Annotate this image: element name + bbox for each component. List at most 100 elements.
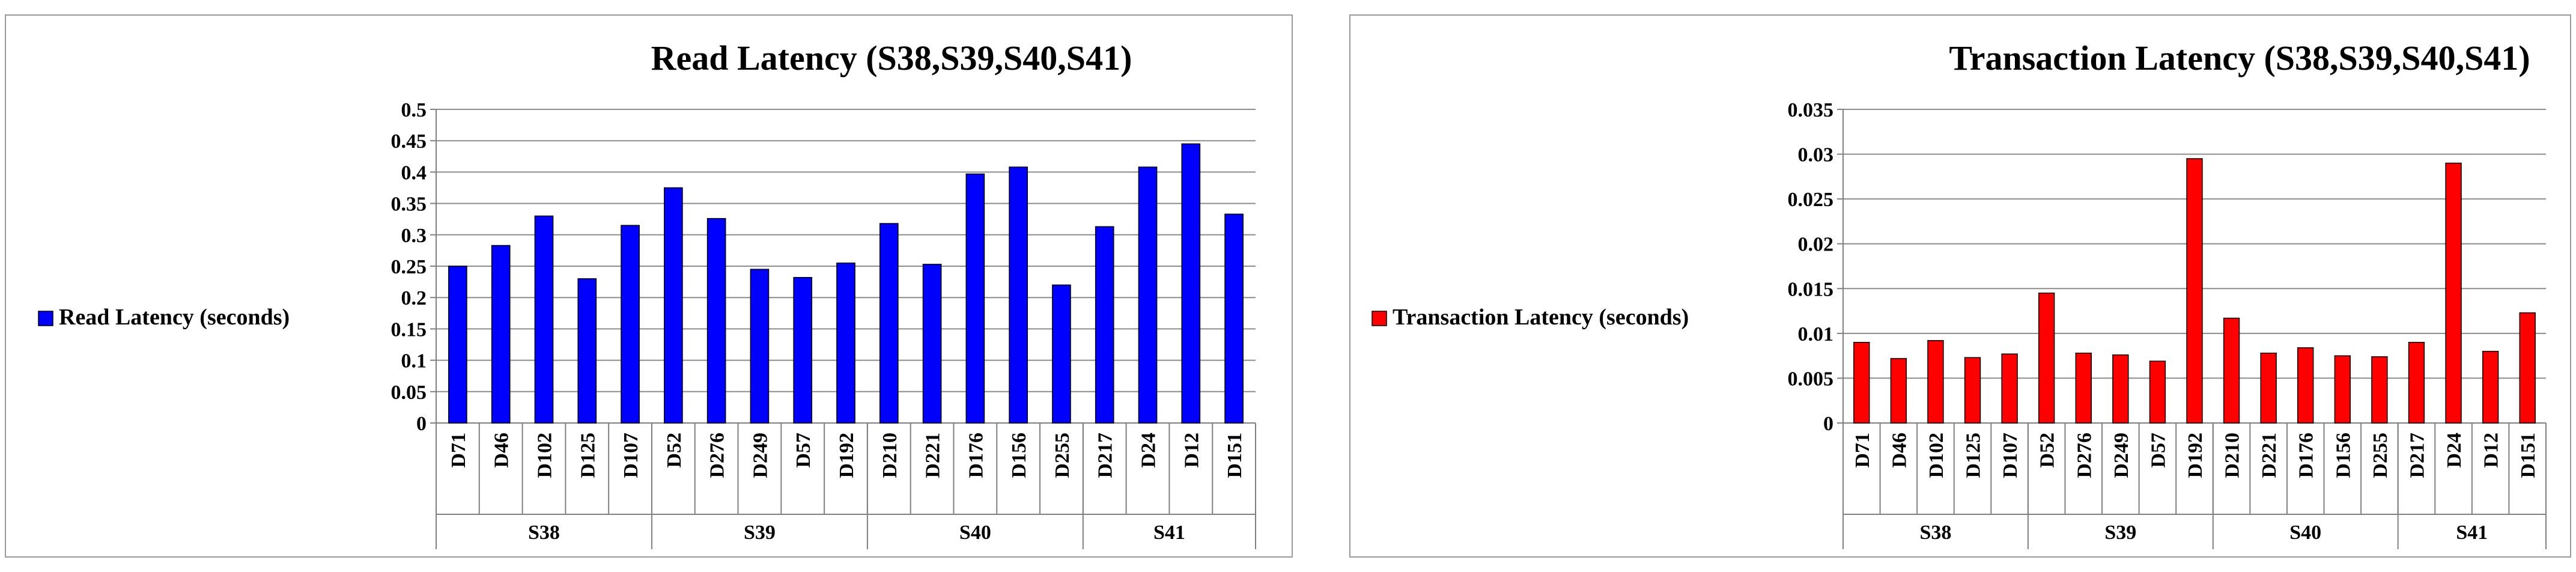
bar-D52 (664, 187, 683, 424)
x-tick-label: D24 (1138, 433, 1160, 468)
y-tick-label: 0.015 (1788, 278, 1834, 300)
bar-D210 (879, 223, 899, 424)
legend-swatch (1372, 311, 1387, 326)
bar-D125 (577, 278, 597, 424)
x-tick-label: D156 (1008, 433, 1030, 478)
group-label: S38 (528, 522, 560, 544)
y-tick-label: 0.15 (391, 318, 427, 341)
bar-D52 (2038, 292, 2055, 424)
chart-title: Transaction Latency (S38,S39,S40,S41) (1949, 38, 2530, 78)
bar-D217 (2408, 342, 2425, 424)
x-tick-label: D24 (2443, 433, 2465, 468)
bar-D57 (793, 277, 813, 424)
y-tick-label: 0.3 (401, 225, 427, 247)
x-tick-label: D46 (491, 433, 513, 468)
bar-D276 (706, 218, 726, 424)
y-tick-label: 0.005 (1788, 368, 1834, 390)
x-tick-label: D52 (2037, 433, 2059, 468)
bar-D156 (1009, 166, 1028, 424)
x-tick-label: D176 (2295, 433, 2318, 478)
x-tick-label: D249 (2110, 433, 2133, 478)
bar-D57 (2149, 361, 2166, 424)
x-tick-label: D192 (836, 433, 858, 478)
group-label: S40 (2289, 522, 2321, 544)
bar-D151 (2519, 312, 2536, 424)
bar-D125 (1964, 357, 1981, 424)
y-tick-label: 0.025 (1788, 189, 1834, 211)
group-label: S41 (2456, 522, 2488, 544)
x-tick-label: D71 (448, 433, 470, 468)
y-tick-label: 0.05 (391, 382, 427, 404)
y-tick-label: 0.035 (1788, 99, 1834, 121)
x-tick-label: D46 (1888, 433, 1910, 468)
x-tick-label: D57 (2147, 433, 2169, 468)
bar-D176 (965, 173, 985, 424)
y-tick-label: 0 (416, 413, 427, 435)
x-tick-label: D107 (620, 433, 642, 478)
group-label: S40 (959, 522, 991, 544)
bar-D255 (1052, 284, 1071, 424)
bar-D46 (491, 245, 511, 424)
x-tick-label: D125 (1963, 433, 1985, 478)
group-label: S38 (1919, 522, 1951, 544)
x-tick-label: D255 (2369, 433, 2392, 478)
transaction-latency-chart-panel: Transaction Latency (S38,S39,S40,S41) 0 0.… (1349, 14, 2571, 558)
bar-D192 (2186, 158, 2203, 424)
bar-D107 (2001, 353, 2018, 424)
y-tick-label: 0.1 (401, 350, 427, 373)
x-tick-label: D276 (706, 433, 729, 478)
bar-D192 (836, 263, 855, 424)
x-tick-label: D192 (2184, 433, 2207, 478)
x-tick-label: D12 (1180, 433, 1203, 468)
y-tick-label: 0.4 (401, 162, 427, 184)
group-label: S39 (2104, 522, 2136, 544)
x-tick-label: D125 (577, 433, 599, 478)
y-tick-label: 0.25 (391, 256, 427, 278)
x-tick-label: D210 (879, 433, 901, 478)
y-tick-label: 0.35 (391, 193, 427, 216)
legend-swatch (38, 311, 53, 326)
x-tick-label: D12 (2480, 433, 2503, 468)
x-tick-label: D151 (2517, 433, 2539, 478)
y-tick-label: 0.01 (1798, 323, 1834, 345)
bar-D151 (1224, 213, 1244, 424)
y-tick-label: 0.2 (401, 287, 427, 309)
bar-D249 (750, 269, 770, 424)
x-tick-label: D57 (792, 433, 815, 468)
bar-D210 (2223, 317, 2240, 424)
legend-label: Read Latency (seconds) (59, 305, 290, 330)
x-tick-label: D71 (1852, 433, 1874, 468)
x-tick-label: D276 (2073, 433, 2095, 478)
transaction-latency-chart: Transaction Latency (S38,S39,S40,S41) 0 0.… (1372, 38, 2547, 549)
x-tick-label: D221 (2258, 433, 2280, 478)
bar-D255 (2371, 356, 2388, 424)
bar-D221 (2260, 352, 2277, 424)
legend-label: Transaction Latency (seconds) (1393, 305, 1689, 330)
x-tick-label: D156 (2332, 433, 2354, 478)
read-latency-chart-panel: Read Latency (S38,S39,S40,S41) 0 0.05 0.1 0.… (5, 14, 1293, 558)
x-tick-label: D217 (2406, 433, 2428, 478)
y-tick-label: 0.45 (391, 130, 427, 153)
bar-D24 (1138, 166, 1158, 424)
bar-D217 (1095, 226, 1114, 424)
x-tick-label: D52 (663, 433, 685, 468)
bar-D71 (448, 266, 467, 424)
x-tick-label: D255 (1051, 433, 1074, 478)
x-tick-label: D102 (533, 433, 556, 478)
x-tick-label: D249 (749, 433, 771, 478)
bar-D24 (2445, 162, 2462, 424)
bar-D176 (2297, 347, 2314, 424)
x-tick-label: D102 (1925, 433, 1948, 478)
bar-D46 (1890, 358, 1907, 424)
bar-D107 (621, 225, 640, 424)
bar-D12 (2482, 350, 2499, 424)
bar-D71 (1853, 342, 1870, 424)
group-label: S39 (744, 522, 776, 544)
y-tick-label: 0.5 (401, 99, 427, 121)
bar-D102 (1927, 340, 1944, 424)
bar-D249 (2112, 354, 2129, 424)
group-label: S41 (1153, 522, 1185, 544)
y-tick-label: 0.03 (1798, 144, 1834, 166)
x-tick-label: D217 (1095, 433, 1117, 478)
y-tick-label: 0.02 (1798, 234, 1834, 256)
